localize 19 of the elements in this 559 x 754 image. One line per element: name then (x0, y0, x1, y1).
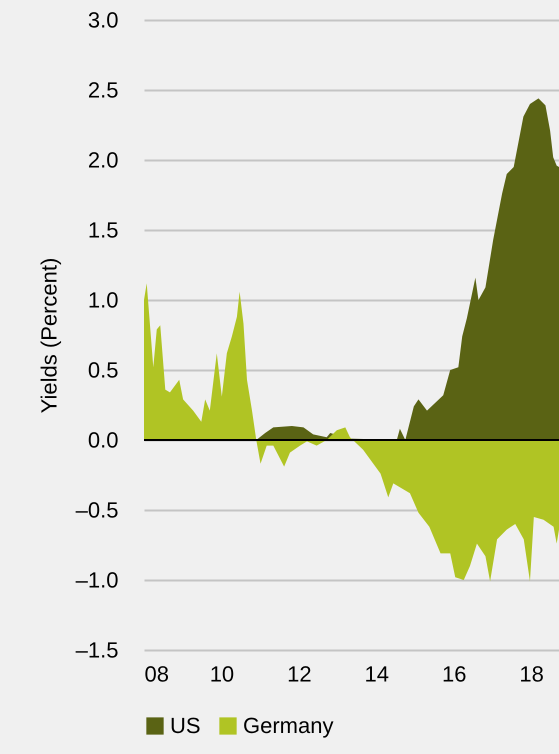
y-tick-label: –1.0 (76, 568, 118, 592)
y-tick-label: 3.0 (88, 8, 118, 32)
y-tick-label: 1.0 (88, 288, 118, 312)
y-tick-label: 2.0 (88, 148, 118, 172)
x-tick-label: 14 (364, 662, 390, 686)
y-tick-label: 2.5 (88, 78, 118, 102)
x-tick-label: 18 (519, 662, 544, 686)
legend-label: US (170, 713, 201, 738)
y-tick-label: 1.5 (88, 218, 118, 242)
y-axis-title: Yields (Percent) (36, 258, 62, 414)
y-tick-label: 0.5 (88, 358, 118, 382)
x-tick-label: 16 (442, 662, 466, 686)
x-tick-label: 12 (287, 662, 312, 686)
x-tick-label: 08 (144, 662, 169, 686)
y-tick-label: –0.5 (76, 498, 118, 522)
y-tick-label: 0.0 (88, 428, 118, 452)
x-tick-label: 10 (210, 662, 234, 686)
legend-label: Germany (243, 713, 334, 738)
y-tick-label: –1.5 (76, 638, 118, 662)
